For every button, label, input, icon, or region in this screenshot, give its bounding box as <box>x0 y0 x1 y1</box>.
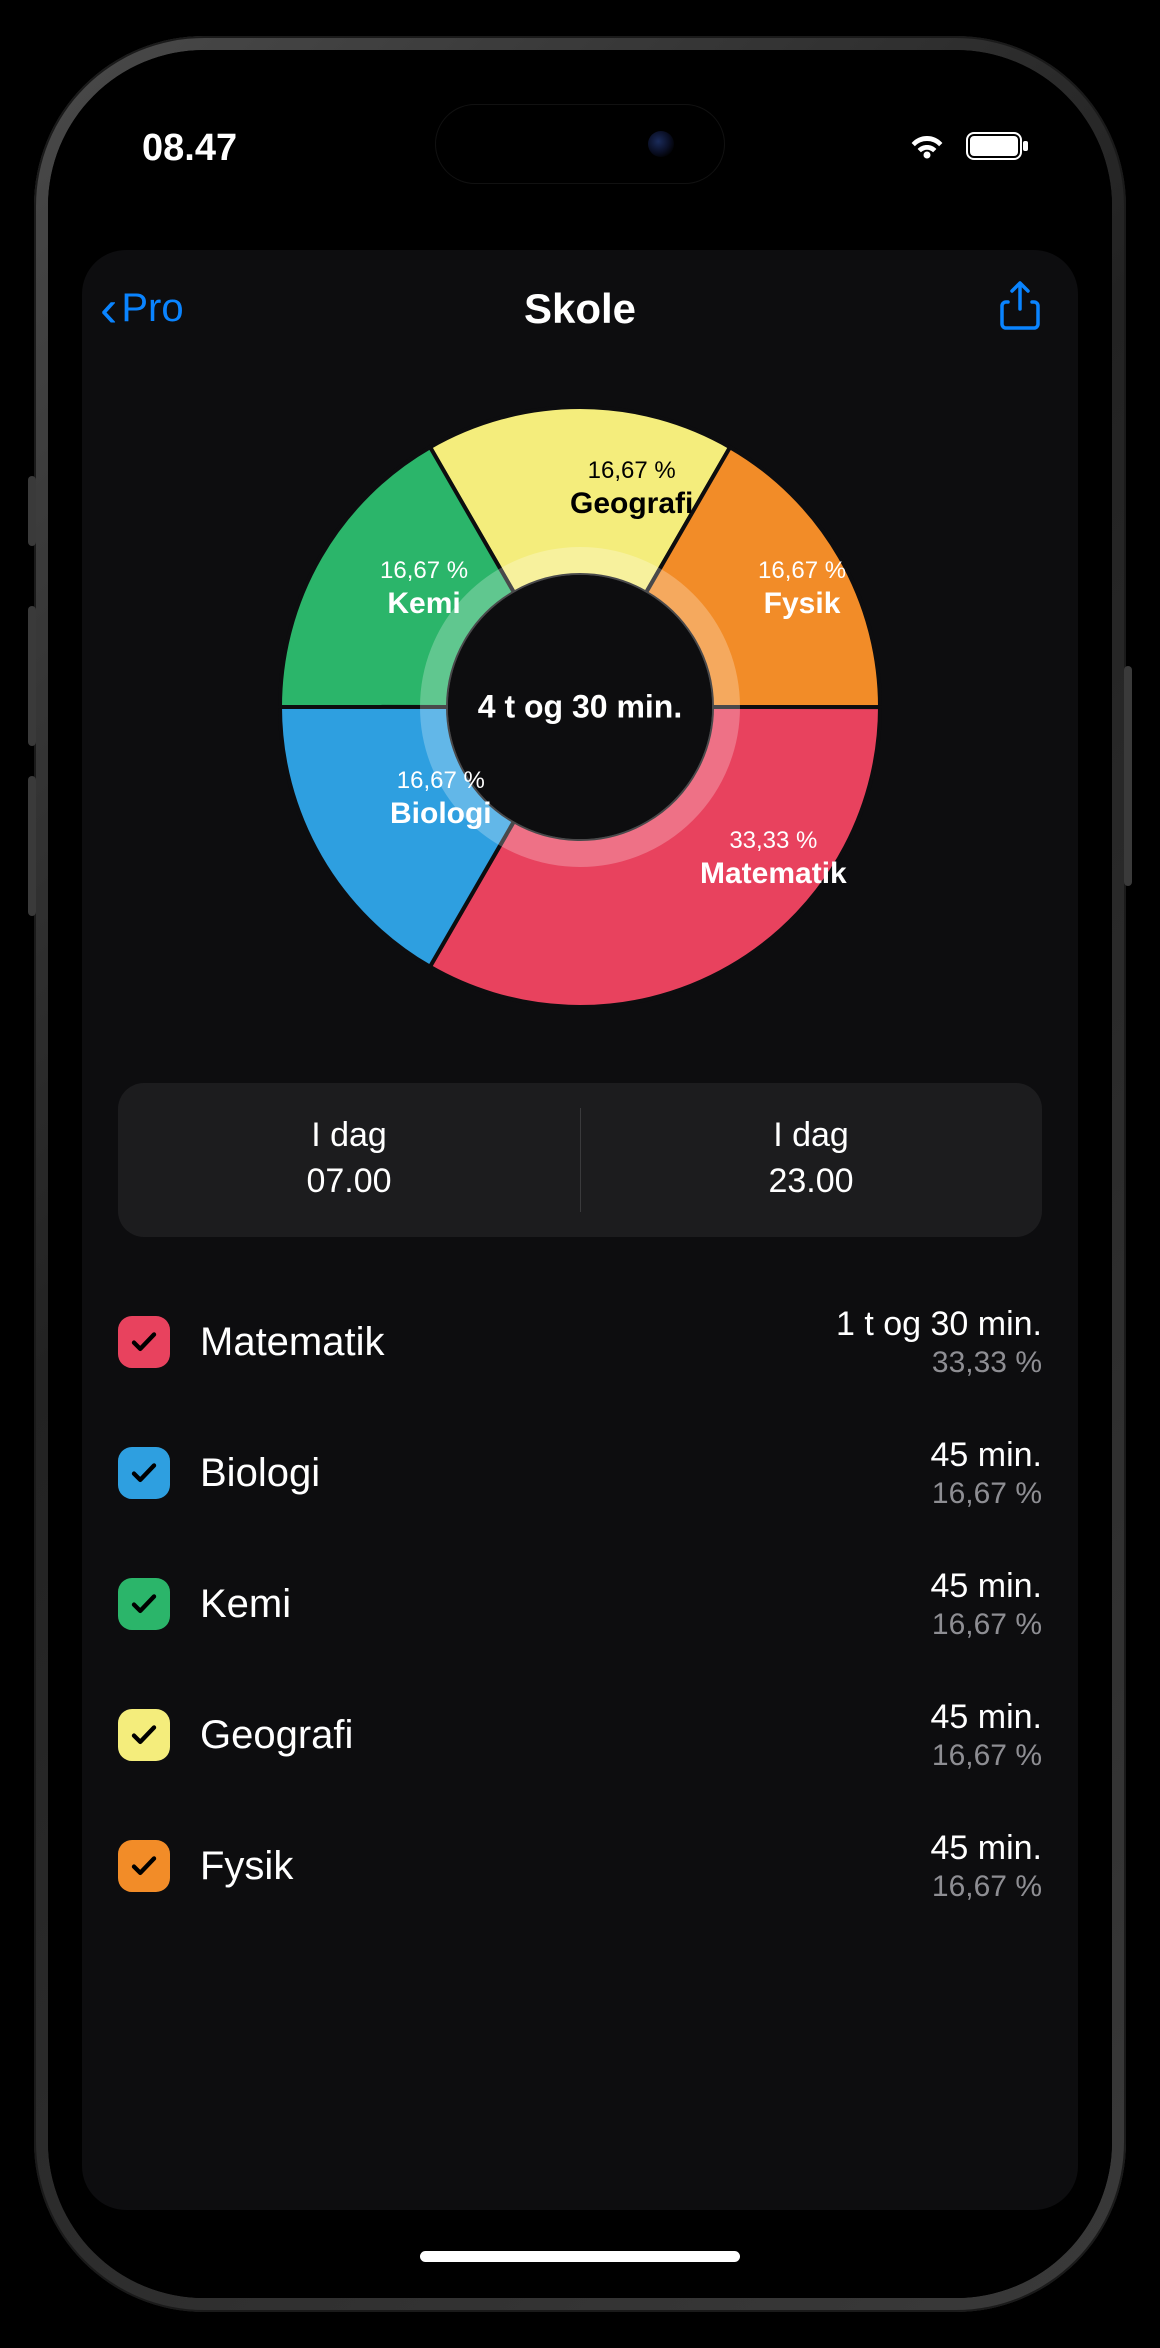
legend-row[interactable]: Matematik 1 t og 30 min.33,33 % <box>118 1277 1042 1408</box>
legend-row[interactable]: Biologi 45 min.16,67 % <box>118 1408 1042 1539</box>
legend-list: Matematik 1 t og 30 min.33,33 % Biologi 45 … <box>118 1277 1042 1932</box>
time-range: I dag 07.00 I dag 23.00 <box>118 1083 1042 1237</box>
legend-percent: 16,67 % <box>931 1608 1043 1642</box>
chart-center-total: 4 t og 30 min. <box>478 689 682 726</box>
legend-percent: 33,33 % <box>836 1346 1042 1380</box>
battery-icon <box>966 131 1030 166</box>
legend-percent: 16,67 % <box>931 1870 1043 1904</box>
power-button[interactable] <box>1124 666 1132 886</box>
legend-row[interactable]: Fysik 45 min.16,67 % <box>118 1801 1042 1932</box>
slice-percent: 16,67 % <box>380 557 468 585</box>
page-title: Skole <box>82 285 1078 333</box>
slice-percent: 33,33 % <box>700 827 847 855</box>
volume-up-button[interactable] <box>28 606 36 746</box>
legend-checkbox[interactable] <box>118 1840 170 1892</box>
share-icon <box>998 280 1042 332</box>
legend-name: Geografi <box>200 1713 353 1758</box>
legend-name: Biologi <box>200 1451 320 1496</box>
legend-time: 1 t og 30 min. <box>836 1305 1042 1344</box>
legend-time: 45 min. <box>931 1567 1043 1606</box>
range-start-day: I dag <box>118 1113 580 1159</box>
slice-name: Geografi <box>570 487 693 521</box>
range-start-button[interactable]: I dag 07.00 <box>118 1083 580 1237</box>
slice-percent: 16,67 % <box>390 767 492 795</box>
legend-checkbox[interactable] <box>118 1447 170 1499</box>
legend-values: 1 t og 30 min.33,33 % <box>836 1305 1042 1380</box>
check-icon <box>129 1327 159 1357</box>
screen: 08.47 ‹ Pro <box>58 60 1102 2288</box>
slice-name: Kemi <box>380 587 468 621</box>
front-camera-icon <box>648 131 674 157</box>
legend-row[interactable]: Geografi 45 min.16,67 % <box>118 1670 1042 1801</box>
slice-label: 16,67 %Biologi <box>390 767 492 831</box>
check-icon <box>129 1720 159 1750</box>
home-indicator[interactable] <box>420 2251 740 2262</box>
check-icon <box>129 1589 159 1619</box>
back-button[interactable]: ‹ Pro <box>100 283 184 335</box>
legend-values: 45 min.16,67 % <box>931 1698 1043 1773</box>
slice-percent: 16,67 % <box>570 457 693 485</box>
check-icon <box>129 1458 159 1488</box>
volume-down-button[interactable] <box>28 776 36 916</box>
range-start-time: 07.00 <box>118 1159 580 1205</box>
slice-name: Matematik <box>700 857 847 891</box>
slice-label: 16,67 %Geografi <box>570 457 693 521</box>
legend-name: Matematik <box>200 1320 385 1365</box>
legend-values: 45 min.16,67 % <box>931 1436 1043 1511</box>
range-end-day: I dag <box>580 1113 1042 1159</box>
app-root: ‹ Pro Skole 4 t og 30 min. <box>58 60 1102 2288</box>
range-end-time: 23.00 <box>580 1159 1042 1205</box>
chevron-left-icon: ‹ <box>100 283 117 335</box>
slice-label: 16,67 %Kemi <box>380 557 468 621</box>
status-icons <box>906 130 1030 167</box>
legend-name: Kemi <box>200 1582 291 1627</box>
slice-name: Biologi <box>390 797 492 831</box>
phone-frame: 08.47 ‹ Pro <box>34 36 1126 2312</box>
wifi-icon <box>906 130 948 167</box>
dynamic-island <box>435 104 725 184</box>
legend-time: 45 min. <box>931 1829 1043 1868</box>
legend-row[interactable]: Kemi 45 min.16,67 % <box>118 1539 1042 1670</box>
legend-percent: 16,67 % <box>931 1477 1043 1511</box>
legend-time: 45 min. <box>931 1698 1043 1737</box>
slice-percent: 16,67 % <box>758 557 846 585</box>
legend-values: 45 min.16,67 % <box>931 1567 1043 1642</box>
donut-chart: 4 t og 30 min. 16,67 %Geografi16,67 %Fys… <box>260 387 900 1027</box>
nav-bar: ‹ Pro Skole <box>82 280 1078 367</box>
legend-percent: 16,67 % <box>931 1739 1043 1773</box>
check-icon <box>129 1851 159 1881</box>
legend-name: Fysik <box>200 1844 293 1889</box>
legend-time: 45 min. <box>931 1436 1043 1475</box>
status-time: 08.47 <box>142 127 237 170</box>
back-label: Pro <box>121 286 183 331</box>
range-end-button[interactable]: I dag 23.00 <box>580 1083 1042 1237</box>
slice-label: 33,33 %Matematik <box>700 827 847 891</box>
slice-name: Fysik <box>758 587 846 621</box>
legend-values: 45 min.16,67 % <box>931 1829 1043 1904</box>
share-button[interactable] <box>998 280 1042 337</box>
phone-bezel: 08.47 ‹ Pro <box>48 50 1112 2298</box>
legend-checkbox[interactable] <box>118 1709 170 1761</box>
mute-switch[interactable] <box>28 476 36 546</box>
legend-checkbox[interactable] <box>118 1578 170 1630</box>
slice-label: 16,67 %Fysik <box>758 557 846 621</box>
legend-checkbox[interactable] <box>118 1316 170 1368</box>
content-card: ‹ Pro Skole 4 t og 30 min. <box>82 250 1078 2210</box>
